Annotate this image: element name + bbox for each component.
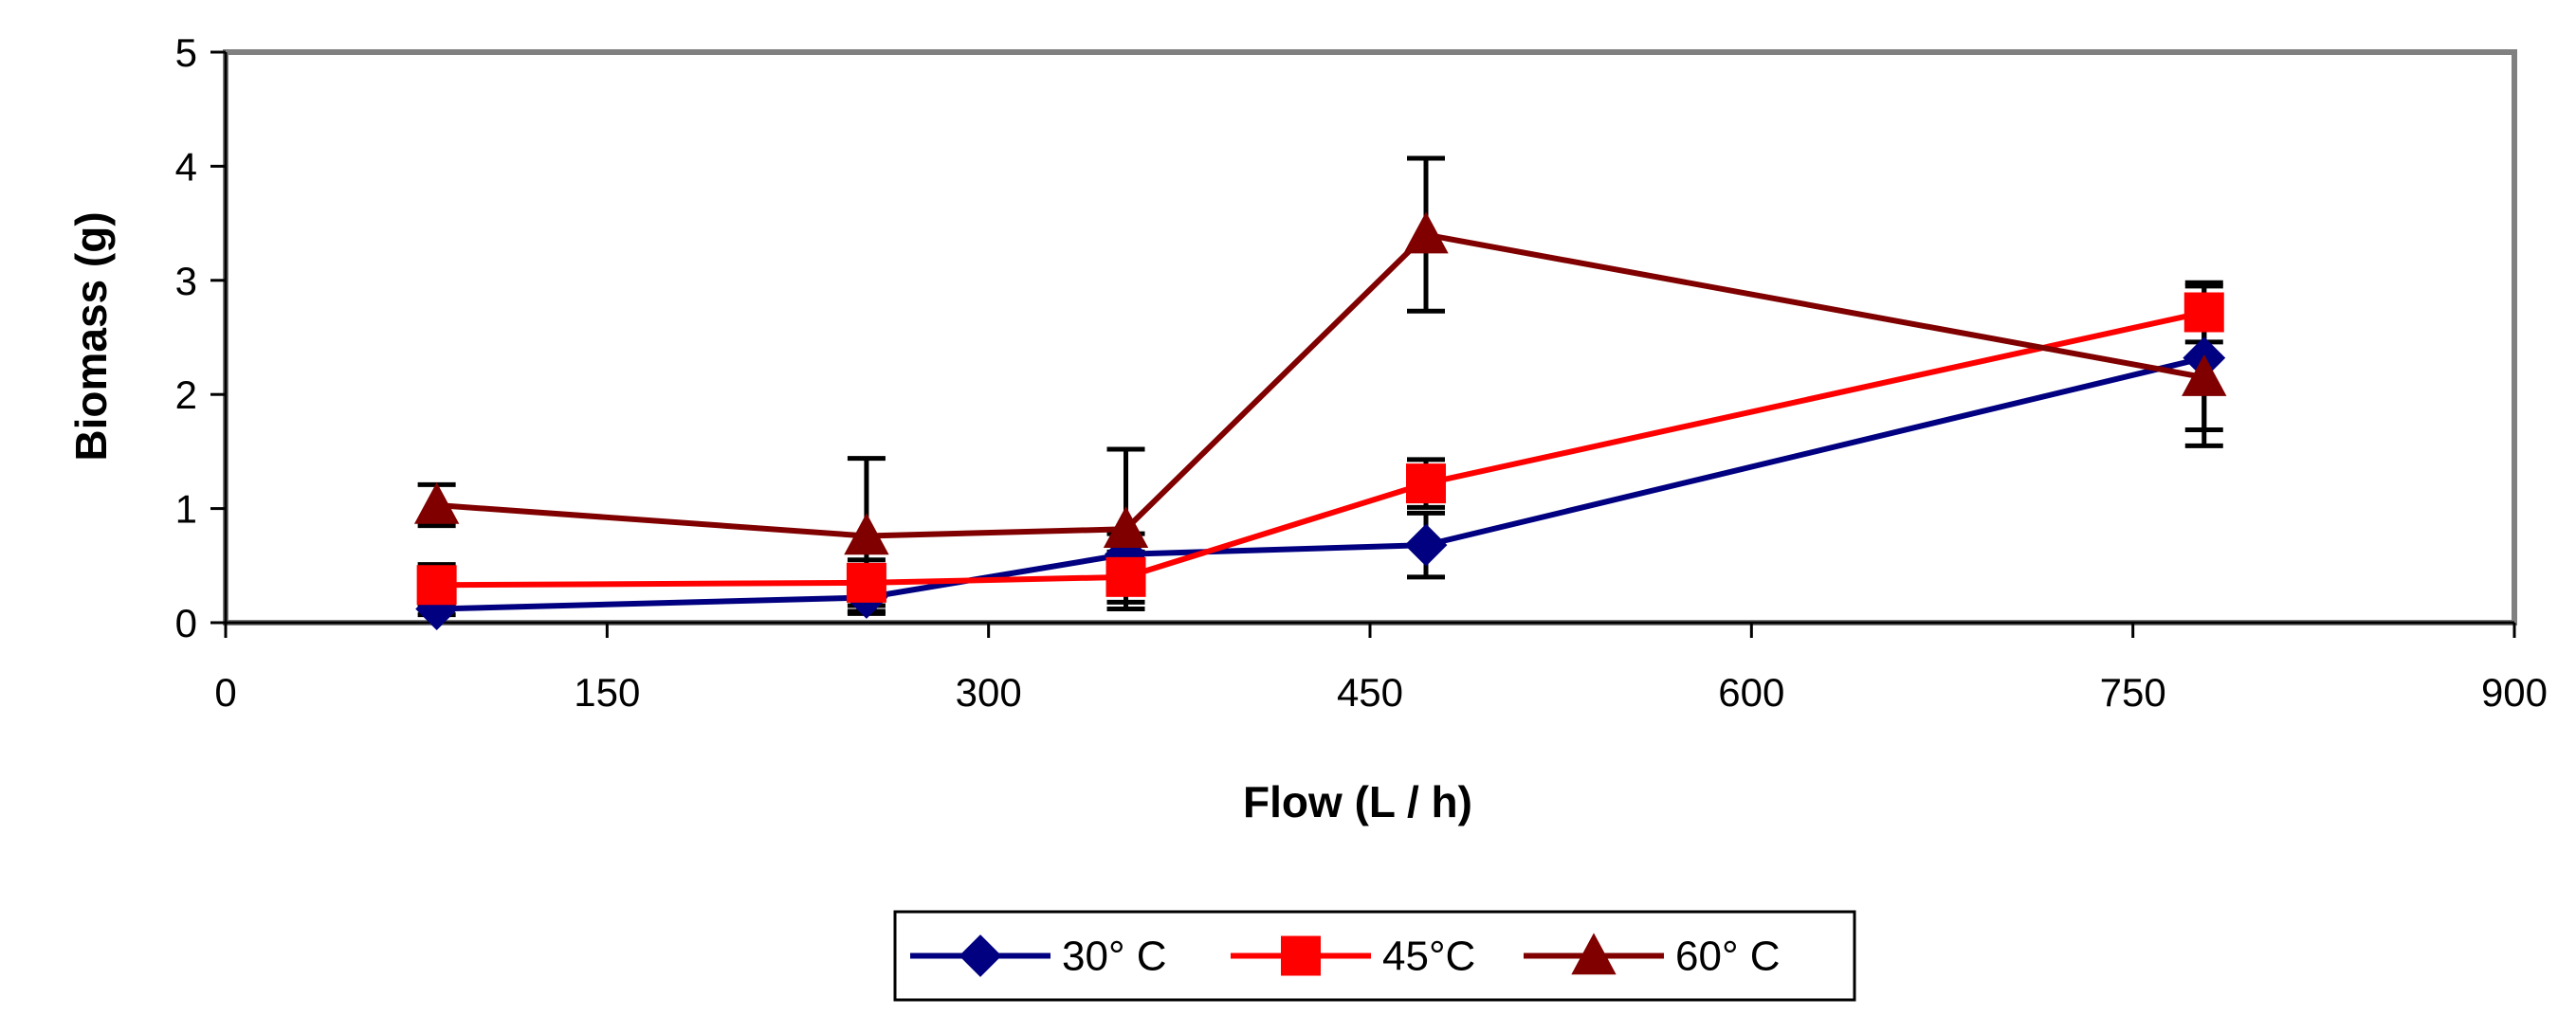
x-tick-label-150: 150 bbox=[574, 670, 640, 715]
x-tick-label-900: 900 bbox=[2481, 670, 2548, 715]
legend: 30° C 45°C 60° C bbox=[893, 910, 1856, 1002]
legend-label-2: 60° C bbox=[1675, 934, 1781, 980]
x-tick-label-0: 0 bbox=[214, 670, 236, 715]
data-point-s1-p4 bbox=[2183, 292, 2224, 333]
y-tick-label-1: 1 bbox=[175, 487, 197, 532]
x-tick-label-300: 300 bbox=[956, 670, 1022, 715]
data-point-s1-p0 bbox=[416, 565, 457, 606]
data-point-s2-p2 bbox=[1103, 506, 1149, 548]
data-point-s2-p4 bbox=[2182, 354, 2227, 396]
y-tick-label-3: 3 bbox=[175, 259, 197, 303]
legend-marker-2 bbox=[1571, 933, 1617, 975]
plot-area bbox=[223, 49, 2517, 626]
data-point-s1-p2 bbox=[1105, 556, 1146, 597]
x-tick-label-600: 600 bbox=[1718, 670, 1784, 715]
legend-marker-1 bbox=[1281, 935, 1321, 976]
legend-box bbox=[893, 910, 1856, 1002]
y-tick-label-2: 2 bbox=[175, 372, 197, 417]
data-point-s1-p3 bbox=[1406, 463, 1447, 504]
x-tick-label-750: 750 bbox=[2100, 670, 2166, 715]
data-point-s0-p3 bbox=[1404, 523, 1448, 567]
legend-label-1: 45°C bbox=[1382, 934, 1475, 980]
legend-marker-0 bbox=[959, 934, 1002, 977]
y-tick-label-0: 0 bbox=[175, 601, 197, 645]
data-point-s2-p3 bbox=[1403, 211, 1449, 254]
y-tick-label-5: 5 bbox=[175, 30, 197, 75]
y-axis-title: Biomass (g) bbox=[66, 211, 116, 461]
legend-label-0: 30° C bbox=[1062, 934, 1167, 980]
data-point-s2-p0 bbox=[413, 481, 460, 524]
y-tick-label-4: 4 bbox=[175, 144, 197, 189]
data-point-s2-p1 bbox=[844, 513, 889, 555]
x-axis-title: Flow (L / h) bbox=[1243, 777, 1472, 826]
plot-layer: 0 150 300 450 600 750 900 0 1 2 3 4 5 bbox=[175, 30, 2548, 715]
data-point-s1-p1 bbox=[846, 562, 886, 603]
x-tick-label-450: 450 bbox=[1337, 670, 1403, 715]
